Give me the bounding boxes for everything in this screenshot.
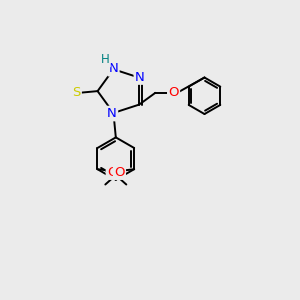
Text: O: O [114, 166, 125, 178]
Text: N: N [107, 107, 117, 120]
Text: S: S [72, 86, 81, 99]
Text: N: N [135, 70, 145, 83]
Text: N: N [109, 62, 118, 75]
Text: O: O [168, 86, 179, 99]
Text: O: O [107, 166, 117, 178]
Text: H: H [101, 53, 110, 66]
